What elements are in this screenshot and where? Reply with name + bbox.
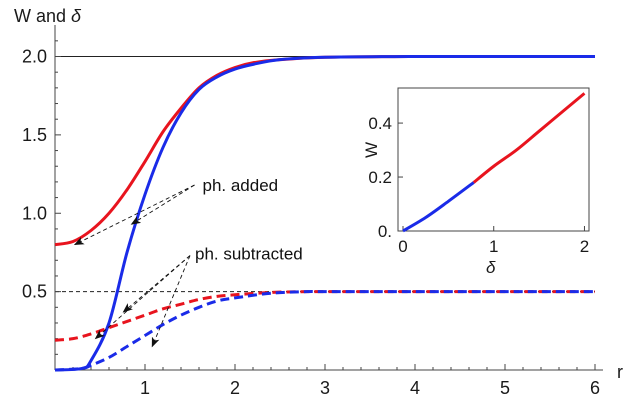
inset-plot: 0 1 2 0. 0.2 0.4 W δ: [355, 80, 605, 277]
y-tick-label: 0.5: [22, 282, 47, 302]
annotations: ph. added ph. subtracted: [73, 176, 303, 348]
inset-ticks: 0 1 2 0. 0.2 0.4: [368, 114, 589, 256]
inset-y-axis-label: W: [362, 142, 381, 158]
annotation-arrow: [73, 184, 195, 246]
main-ticks: 1 2 3 4 5 6 0.5 1.0 1.5 2.0: [22, 40, 600, 398]
y-axis-label: W and δ: [14, 6, 82, 26]
annotation-arrow: [130, 184, 195, 225]
inset-x-tick-label: 0: [398, 237, 407, 256]
main-plot: 1 2 3 4 5 6 0.5 1.0 1.5 2.0 ph. added ph. subtract…: [14, 6, 623, 398]
annotation-arrow: [94, 255, 191, 340]
y-tick-label: 1.0: [22, 203, 47, 223]
main-series: [54, 54, 595, 372]
x-tick-label: 4: [410, 378, 420, 398]
annotation-label: ph. added: [203, 176, 279, 195]
x-tick-label: 1: [140, 378, 150, 398]
annotation-label: ph. subtracted: [195, 245, 303, 264]
y-tick-label: 2.0: [22, 47, 47, 67]
annotation-arrow: [151, 255, 191, 348]
series-line-3: [54, 290, 595, 342]
inset-y-tick-label: 0.4: [368, 114, 392, 133]
series-line-4: [54, 290, 595, 372]
x-axis-label: r: [617, 362, 623, 382]
x-tick-label: 3: [320, 378, 330, 398]
inset-series-line-1: [402, 181, 475, 233]
y-tick-label: 1.5: [22, 125, 47, 145]
annotation-arrow: [122, 255, 191, 313]
x-tick-label: 5: [500, 378, 510, 398]
x-tick-label: 2: [230, 378, 240, 398]
inset-y-tick-label: 0.2: [368, 168, 392, 187]
inset-x-tick-label: 2: [580, 237, 589, 256]
inset-y-tick-label: 0.: [378, 222, 392, 241]
inset-x-tick-label: 1: [489, 237, 498, 256]
inset-series: [402, 92, 586, 233]
series-line-2: [54, 54, 595, 372]
inset-series-line-2: [472, 92, 586, 184]
inset-x-axis-label: δ: [486, 258, 496, 277]
x-tick-label: 6: [590, 378, 600, 398]
